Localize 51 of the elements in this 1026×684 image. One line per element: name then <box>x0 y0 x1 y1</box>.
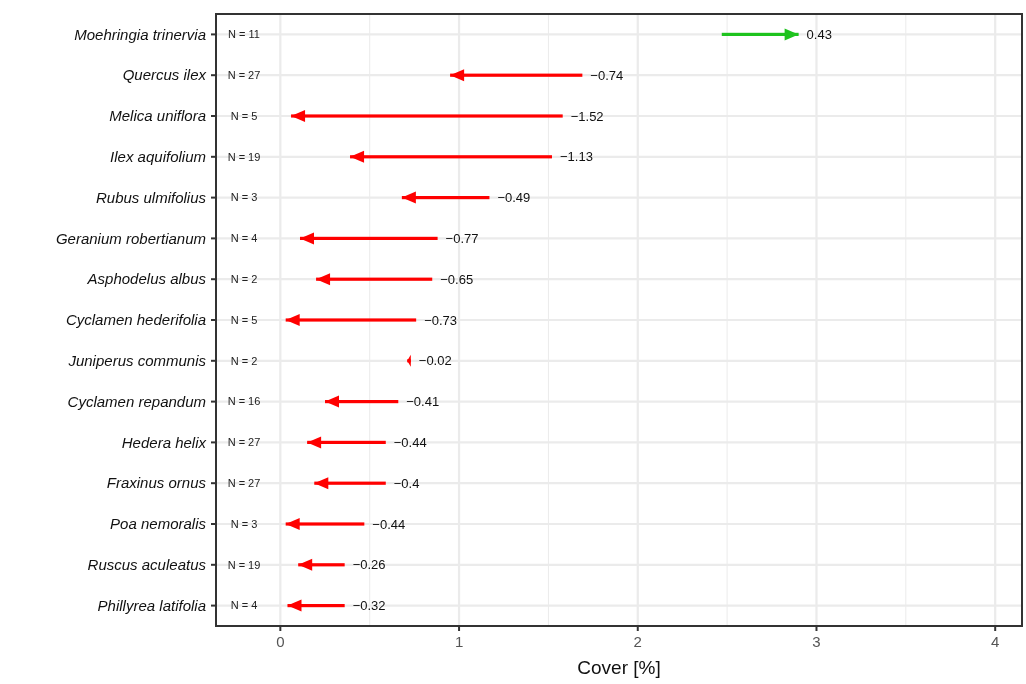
x-axis-title: Cover [%] <box>577 657 661 678</box>
x-tick-label: 0 <box>276 633 285 650</box>
y-tick-label: Fraxinus ornus <box>106 474 207 492</box>
annotation: N = 3 <box>230 517 258 530</box>
data-label: −0.41 <box>406 394 440 410</box>
annotation: N = 19 <box>227 558 261 571</box>
annotation: N = 2 <box>230 273 258 286</box>
data-label: −0.65 <box>440 271 474 287</box>
data-label: −0.32 <box>352 598 386 614</box>
y-tick-label: Melica uniflora <box>109 107 206 125</box>
data-label: −0.44 <box>372 516 406 532</box>
y-tick-label: Ilex aquifolium <box>110 148 206 166</box>
x-tick-label: 1 <box>454 633 464 650</box>
y-tick-label: Geranium robertianum <box>55 229 206 247</box>
data-label: −0.73 <box>424 312 458 328</box>
annotation: N = 27 <box>227 436 261 449</box>
data-label: −0.77 <box>445 230 479 246</box>
annotation: N = 27 <box>227 69 261 82</box>
annotation: N = 27 <box>227 477 261 490</box>
x-tick-label: 3 <box>812 633 821 650</box>
data-label: −0.02 <box>418 353 452 369</box>
data-label: −0.44 <box>393 434 427 450</box>
data-label: −0.74 <box>590 67 624 83</box>
y-tick-label: Moehringia trinervia <box>74 25 206 43</box>
annotation: N = 4 <box>230 232 258 245</box>
y-tick-label: Poa nemoralis <box>110 515 207 533</box>
y-tick-label: Cyclamen hederifolia <box>65 311 206 329</box>
annotation: N = 5 <box>230 313 258 326</box>
y-tick-label: Rubus ulmifolius <box>95 188 207 206</box>
y-tick-label: Juniperus communis <box>67 352 207 370</box>
data-label: −1.52 <box>570 108 604 124</box>
data-label: −1.13 <box>559 149 593 165</box>
annotation: N = 19 <box>227 150 261 163</box>
y-tick-label: Cyclamen repandum <box>67 392 206 410</box>
data-label: −0.26 <box>352 557 386 573</box>
y-tick-label: Ruscus aculeatus <box>87 556 207 574</box>
x-tick-label: 4 <box>991 633 1000 650</box>
data-label: 0.43 <box>806 26 832 42</box>
annotation: N = 3 <box>230 191 258 204</box>
y-tick-label: Asphodelus albus <box>86 270 207 288</box>
x-tick-label: 2 <box>633 633 642 650</box>
data-label: −0.49 <box>497 190 531 206</box>
y-tick-label: Hedera helix <box>121 433 207 451</box>
annotation: N = 11 <box>228 28 260 41</box>
annotation: N = 5 <box>230 109 258 122</box>
annotation: N = 16 <box>227 395 261 408</box>
data-label: −0.4 <box>393 475 420 491</box>
annotation: N = 2 <box>230 354 258 367</box>
y-tick-label: Phillyrea latifolia <box>97 596 206 614</box>
annotation: N = 4 <box>230 599 258 612</box>
y-tick-label: Quercus ilex <box>122 66 207 84</box>
